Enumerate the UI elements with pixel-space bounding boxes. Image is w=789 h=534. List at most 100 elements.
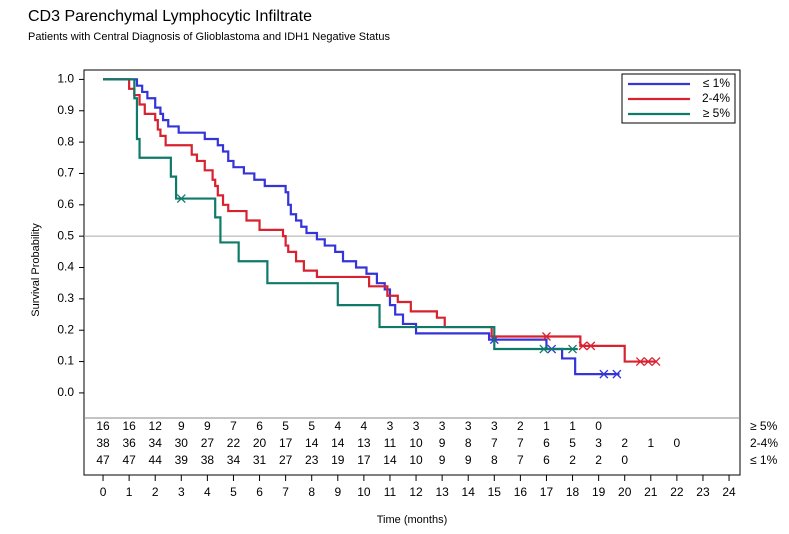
- y-axis-label: Survival Probability: [30, 223, 42, 317]
- x-tick-label: 0: [100, 485, 107, 499]
- x-tick-label: 1: [126, 485, 133, 499]
- at-risk-count: 14: [383, 453, 397, 467]
- at-risk-count: 17: [279, 436, 293, 450]
- y-tick-label: 0.2: [57, 322, 74, 336]
- censor-mark: [651, 357, 661, 367]
- at-risk-count: 30: [175, 436, 189, 450]
- at-risk-count: 7: [517, 453, 524, 467]
- at-risk-count: 2: [517, 419, 524, 433]
- survival-curve: [103, 78, 620, 376]
- at-risk-count: 13: [357, 436, 371, 450]
- at-risk-count: 1: [647, 436, 654, 450]
- x-tick-label: 7: [282, 485, 289, 499]
- x-tick-label: 5: [230, 485, 237, 499]
- at-risk-count: 6: [543, 453, 550, 467]
- y-tick-label: 0.8: [57, 134, 74, 148]
- x-tick-label: 3: [178, 485, 185, 499]
- censor-mark: [539, 344, 549, 354]
- x-tick-label: 11: [384, 485, 397, 499]
- at-risk-count: 34: [149, 436, 163, 450]
- legend-label: ≥ 5%: [703, 106, 731, 120]
- x-tick-label: 20: [618, 485, 632, 499]
- censor-mark: [643, 357, 653, 367]
- at-risk-count: 2: [569, 453, 576, 467]
- at-risk-count: 3: [387, 419, 394, 433]
- x-tick-label: 8: [308, 485, 315, 499]
- at-risk-count: 12: [149, 419, 163, 433]
- chart-title: CD3 Parenchymal Lymphocytic Infiltrate: [28, 8, 312, 25]
- at-risk-count: 5: [308, 419, 315, 433]
- at-risk-count: 47: [122, 453, 136, 467]
- survival-curve: [103, 78, 657, 363]
- at-risk-count: 9: [439, 453, 446, 467]
- at-risk-count: 3: [491, 419, 498, 433]
- y-tick-label: 0.1: [57, 354, 74, 368]
- y-tick-label: 0.0: [57, 385, 74, 399]
- at-risk-count: 7: [230, 419, 237, 433]
- y-tick-label: 0.4: [57, 260, 74, 274]
- at-risk-count: 16: [122, 419, 136, 433]
- legend-label: 2-4%: [702, 91, 730, 105]
- at-risk-count: 22: [227, 436, 241, 450]
- at-risk-count: 17: [357, 453, 371, 467]
- at-risk-count: 0: [595, 419, 602, 433]
- at-risk-count: 9: [204, 419, 211, 433]
- x-tick-label: 15: [488, 485, 502, 499]
- at-risk-count: 10: [409, 436, 423, 450]
- x-tick-label: 19: [592, 485, 606, 499]
- y-tick-label: 0.3: [57, 291, 74, 305]
- at-risk-count: 34: [227, 453, 241, 467]
- at-risk-count: 47: [96, 453, 110, 467]
- at-risk-count: 19: [331, 453, 345, 467]
- at-risk-label: ≤ 1%: [750, 453, 778, 467]
- legend-label: ≤ 1%: [703, 76, 731, 90]
- at-risk-count: 7: [491, 436, 498, 450]
- censor-mark: [635, 357, 645, 367]
- x-tick-label: 4: [204, 485, 211, 499]
- x-tick-label: 14: [462, 485, 476, 499]
- at-risk-count: 23: [305, 453, 319, 467]
- at-risk-count: 10: [409, 453, 423, 467]
- at-risk-count: 2: [595, 453, 602, 467]
- at-risk-count: 7: [517, 436, 524, 450]
- survival-curve: [103, 78, 578, 351]
- at-risk-count: 39: [175, 453, 189, 467]
- x-tick-label: 6: [256, 485, 263, 499]
- x-tick-label: 18: [566, 485, 580, 499]
- at-risk-count: 9: [439, 436, 446, 450]
- x-tick-label: 22: [670, 485, 684, 499]
- x-tick-label: 12: [409, 485, 423, 499]
- x-tick-label: 13: [435, 485, 449, 499]
- at-risk-count: 14: [331, 436, 345, 450]
- x-tick-label: 2: [152, 485, 159, 499]
- at-risk-count: 5: [282, 419, 289, 433]
- at-risk-count: 3: [413, 419, 420, 433]
- y-tick-label: 0.5: [57, 228, 74, 242]
- censor-mark: [612, 369, 622, 379]
- at-risk-count: 14: [305, 436, 319, 450]
- at-risk-count: 9: [178, 419, 185, 433]
- x-tick-label: 16: [514, 485, 528, 499]
- at-risk-count: 16: [96, 419, 110, 433]
- censor-mark: [586, 341, 596, 351]
- x-tick-label: 23: [696, 485, 710, 499]
- at-risk-count: 31: [253, 453, 267, 467]
- at-risk-count: 3: [595, 436, 602, 450]
- y-tick-label: 0.9: [57, 103, 74, 117]
- censor-mark: [578, 341, 588, 351]
- at-risk-count: 0: [621, 453, 628, 467]
- at-risk-count: 3: [465, 419, 472, 433]
- x-tick-label: 24: [722, 485, 736, 499]
- at-risk-label: ≥ 5%: [750, 419, 778, 433]
- at-risk-count: 2: [621, 436, 628, 450]
- y-tick-label: 0.6: [57, 197, 74, 211]
- chart-subtitle: Patients with Central Diagnosis of Gliob…: [28, 31, 390, 43]
- at-risk-count: 1: [543, 419, 550, 433]
- x-tick-label: 21: [644, 485, 658, 499]
- at-risk-count: 1: [569, 419, 576, 433]
- at-risk-count: 6: [256, 419, 263, 433]
- at-risk-count: 9: [465, 453, 472, 467]
- at-risk-count: 5: [569, 436, 576, 450]
- x-tick-label: 9: [334, 485, 341, 499]
